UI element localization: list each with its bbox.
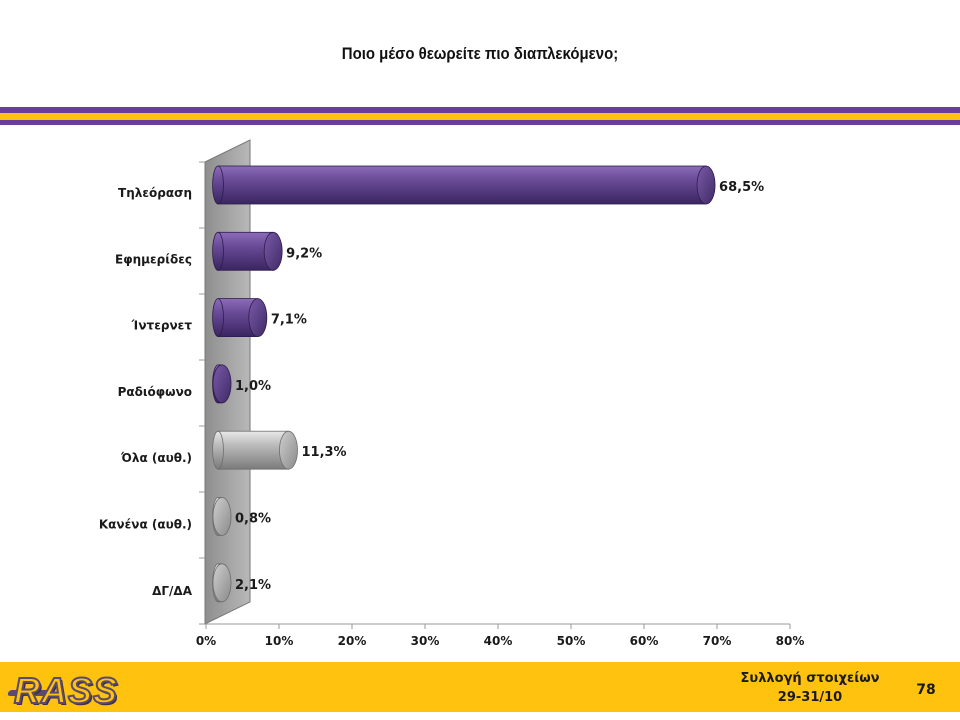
slide-title: Ποιο μέσο θεωρείτε πιο διαπλεκόμενο; xyxy=(341,44,619,63)
value-label: 11,3% xyxy=(301,445,346,460)
data-collection-dates: 29-31/10 xyxy=(777,690,843,705)
data-collection-label: Συλλογή στοιχείων xyxy=(740,671,880,686)
bar-end-cap xyxy=(212,497,232,536)
value-label: 2,1% xyxy=(235,578,271,593)
bar-start-cap xyxy=(212,298,224,338)
category-label: ΔΓ/ΔΑ xyxy=(152,584,193,598)
x-tick-label: 10% xyxy=(265,634,294,648)
value-label: 0,8% xyxy=(235,512,271,527)
value-label: 1,0% xyxy=(235,379,271,394)
rass-logo: RASS xyxy=(13,669,119,712)
bar-chart: 0% 10% 20% 30% 40% 50% 60% 70% 80% Τηλεόραση 68,5… xyxy=(99,139,805,648)
x-tick-label: 40% xyxy=(484,634,513,648)
value-label: 68,5% xyxy=(719,180,764,195)
bar-start-cap xyxy=(212,430,224,470)
category-label: Ίντερνετ xyxy=(131,319,193,333)
bar-end-cap xyxy=(263,231,283,271)
x-tick-label: 30% xyxy=(411,634,440,648)
bar-end-cap xyxy=(212,364,232,404)
bar xyxy=(217,165,707,205)
bar xyxy=(217,430,289,470)
category-label: Ραδιόφωνο xyxy=(118,385,192,399)
x-tick-label: 60% xyxy=(630,634,659,648)
x-tick-label: 20% xyxy=(338,634,367,648)
x-tick-label: 0% xyxy=(196,634,216,648)
header-band-gold xyxy=(0,113,960,120)
bar-end-cap xyxy=(696,165,716,205)
x-tick-label: 80% xyxy=(776,634,805,648)
data-collection-info: Συλλογή στοιχείων 29-31/10 xyxy=(720,669,900,707)
bar-start-cap xyxy=(212,231,224,271)
bar-start-cap xyxy=(212,165,224,205)
category-label: Τηλεόραση xyxy=(118,186,192,200)
header-band-purple-top xyxy=(0,107,960,113)
value-label: 9,2% xyxy=(286,246,322,261)
category-label: Όλα (αυθ.) xyxy=(120,451,192,465)
x-tick-label: 50% xyxy=(557,634,586,648)
category-label: Κανένα (αυθ.) xyxy=(99,518,192,532)
bar-end-cap xyxy=(212,563,232,603)
category-label: Εφημερίδες xyxy=(115,252,192,266)
x-tick-label: 70% xyxy=(703,634,732,648)
bar-end-cap xyxy=(248,298,268,338)
header-band-purple-bottom xyxy=(0,120,960,125)
page-number: 78 xyxy=(916,682,936,698)
footer-bar: RASS Συλλογή στοιχείων 29-31/10 78 xyxy=(0,662,960,712)
bar-end-cap xyxy=(279,430,298,470)
value-label: 7,1% xyxy=(271,313,307,328)
